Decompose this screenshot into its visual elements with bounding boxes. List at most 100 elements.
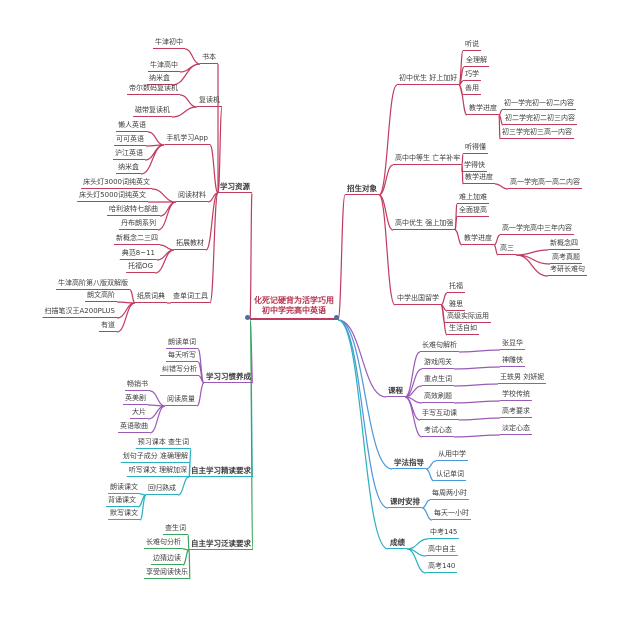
leaf-node[interactable]: 床头灯5000词纯英文 <box>77 191 148 202</box>
leaf-node[interactable]: 雅思 <box>447 300 465 311</box>
branch-enrollment-targets[interactable]: 招生对象 <box>345 184 379 195</box>
leaf-node[interactable]: 听说 <box>463 40 481 51</box>
leaf-node[interactable]: 牛津高阶第八版双解版 <box>56 279 130 290</box>
leaf-node[interactable]: 长难句分析 <box>144 538 183 549</box>
leaf-node[interactable]: 大片 <box>130 408 148 419</box>
branch-courses[interactable]: 课程 <box>386 386 405 397</box>
course-row-label[interactable]: 长难句解析 <box>420 341 459 352</box>
leaf-node[interactable]: 纠错写分析 <box>160 365 199 376</box>
leaf-node[interactable]: 初二学完初二初三内容 <box>503 114 577 125</box>
leaf-node[interactable]: 高考要求 <box>500 407 532 418</box>
leaf-node[interactable]: 沪江英语 <box>113 149 145 160</box>
leaf-node[interactable]: 高一学完高一高二内容 <box>508 178 582 189</box>
leaf-node[interactable]: 纳米盒 <box>147 74 172 85</box>
leaf-node[interactable]: 边猜边读 <box>151 554 183 565</box>
leaf-node[interactable]: 张显华 <box>500 339 525 350</box>
leaf-node[interactable]: 背诵课文 <box>106 496 138 507</box>
leaf-node[interactable]: 纳米盒 <box>116 163 141 174</box>
leaf-node[interactable]: 有道 <box>99 321 117 332</box>
subbranch-senior-average-students[interactable]: 高中中等生 亡羊补牢 <box>393 154 463 165</box>
leaf-node[interactable]: 丹布朗系列 <box>119 219 158 230</box>
course-row-label[interactable]: 高效刷题 <box>422 392 454 403</box>
leaf-node[interactable]: 床头灯3000词纯英文 <box>81 178 152 189</box>
leaf-node[interactable]: 查生词 <box>163 524 188 535</box>
leaf-node[interactable]: 学得快 <box>462 161 487 172</box>
leaf-node[interactable]: 每天一小时 <box>432 509 471 520</box>
branch-scores[interactable]: 成绩 <box>388 538 407 549</box>
leaf-node[interactable]: 新概念四 <box>548 239 580 250</box>
course-row-label[interactable]: 手写互动课 <box>420 409 459 420</box>
leaf-node[interactable]: 默写课文 <box>108 509 140 520</box>
leaf-node[interactable]: 善用 <box>463 84 481 95</box>
course-row-label[interactable]: 重点生词 <box>422 375 454 386</box>
leaf-node[interactable]: 磁带复读机 <box>133 106 172 117</box>
leaf-node[interactable]: 划句子成分 准确理解 <box>120 452 190 463</box>
subbranch-teaching-pace[interactable]: 教学进度 <box>467 104 499 115</box>
branch-class-schedule[interactable]: 课时安排 <box>388 497 422 508</box>
leaf-node[interactable]: 扫描笔汉王A200PLUS <box>42 307 117 318</box>
subbranch-mobile-apps[interactable]: 手机学习App <box>164 134 210 145</box>
leaf-node[interactable]: 典范8~11 <box>119 249 157 260</box>
leaf-node[interactable]: 从用中学 <box>436 450 468 461</box>
leaf-node[interactable]: 神雕侠 <box>500 356 525 367</box>
subbranch-senior-top-students[interactable]: 高中优生 强上加强 <box>393 219 456 230</box>
branch-study-habits[interactable]: 学习习惯养成 <box>204 372 253 383</box>
leaf-node[interactable]: 初三学完初三高一内容 <box>500 128 574 139</box>
leaf-node[interactable]: 考研长难句 <box>548 265 587 276</box>
leaf-node[interactable]: 高一学完高中三年内容 <box>500 224 574 235</box>
leaf-node[interactable]: 王轶男 刘妍妮 <box>498 373 547 384</box>
leaf-node[interactable]: 难上加难 <box>457 193 489 204</box>
leaf-node[interactable]: 托福 <box>447 282 465 293</box>
leaf-node[interactable]: 高考真题 <box>550 253 582 264</box>
leaf-node[interactable]: 高级实际运用 <box>445 312 491 323</box>
leaf-node[interactable]: 享受阅读快乐 <box>144 568 190 579</box>
leaf-node[interactable]: 淡定心态 <box>500 424 532 435</box>
leaf-node[interactable]: 认记单词 <box>434 470 466 481</box>
leaf-node[interactable]: 巧学 <box>463 70 481 81</box>
leaf-node[interactable]: 全理解 <box>464 56 489 67</box>
leaf-node[interactable]: 初一学完初一初二内容 <box>502 99 576 110</box>
subbranch-study-abroad[interactable]: 中学出国留学 <box>395 294 441 305</box>
subbranch-books[interactable]: 书本 <box>200 53 218 64</box>
leaf-node[interactable]: 高考140 <box>426 562 458 573</box>
branch-intensive-reading[interactable]: 自主学习精读要求 <box>189 466 253 477</box>
subbranch-grade-12[interactable]: 高三 <box>498 244 516 255</box>
branch-extensive-reading[interactable]: 自主学习泛读要求 <box>189 539 253 550</box>
leaf-node[interactable]: 托福OG <box>126 262 155 273</box>
subbranch-reading-quality[interactable]: 阅读质量 <box>165 395 197 406</box>
subbranch-repeater[interactable]: 复读机 <box>197 96 222 107</box>
leaf-node[interactable]: 预习课本 查生词 <box>135 438 191 449</box>
leaf-node[interactable]: 高中自主 <box>426 545 458 556</box>
subbranch-reading-materials[interactable]: 阅读材料 <box>176 191 208 202</box>
subbranch-review[interactable]: 回归熟成 <box>146 484 178 495</box>
subbranch-dictionary-tools[interactable]: 查单词工具 <box>171 292 210 303</box>
branch-study-guidance[interactable]: 学法指导 <box>392 458 426 469</box>
subbranch-extra-textbooks[interactable]: 拓展教材 <box>174 239 206 250</box>
leaf-node[interactable]: 英美剧 <box>123 394 148 405</box>
leaf-node[interactable]: 帝尔数码复读机 <box>127 84 180 95</box>
subbranch-teaching-pace[interactable]: 教学进度 <box>463 173 495 184</box>
leaf-node[interactable]: 英语歌曲 <box>118 422 150 433</box>
subbranch-paper-dictionary[interactable]: 纸质词典 <box>135 292 167 303</box>
leaf-node[interactable]: 朗读单词 <box>166 338 198 349</box>
leaf-node[interactable]: 新概念二三四 <box>114 234 160 245</box>
subbranch-junior-top-students[interactable]: 初中优生 好上加好 <box>397 74 460 85</box>
leaf-node[interactable]: 朗文高阶 <box>85 291 117 302</box>
leaf-node[interactable]: 可可英语 <box>114 135 146 146</box>
leaf-node[interactable]: 牛津高中 <box>148 61 180 72</box>
leaf-node[interactable]: 牛津初中 <box>153 38 185 49</box>
leaf-node[interactable]: 每周两小时 <box>430 489 469 500</box>
leaf-node[interactable]: 朗读课文 <box>108 483 140 494</box>
central-topic[interactable]: 化死记硬背为活学巧用 初中学完高中英语 <box>250 296 338 320</box>
leaf-node[interactable]: 听写课文 理解加深 <box>126 466 189 477</box>
leaf-node[interactable]: 中考145 <box>428 528 460 539</box>
subbranch-teaching-pace[interactable]: 教学进度 <box>462 234 494 245</box>
leaf-node[interactable]: 学校传统 <box>500 390 532 401</box>
leaf-node[interactable]: 畅销书 <box>125 380 150 391</box>
leaf-node[interactable]: 全面提高 <box>457 206 489 217</box>
leaf-node[interactable]: 听得懂 <box>463 143 488 154</box>
leaf-node[interactable]: 每天听写 <box>166 351 198 362</box>
course-row-label[interactable]: 考试心态 <box>422 426 454 437</box>
branch-learning-resources[interactable]: 学习资源 <box>218 182 252 193</box>
course-row-label[interactable]: 游戏闯关 <box>422 358 454 369</box>
